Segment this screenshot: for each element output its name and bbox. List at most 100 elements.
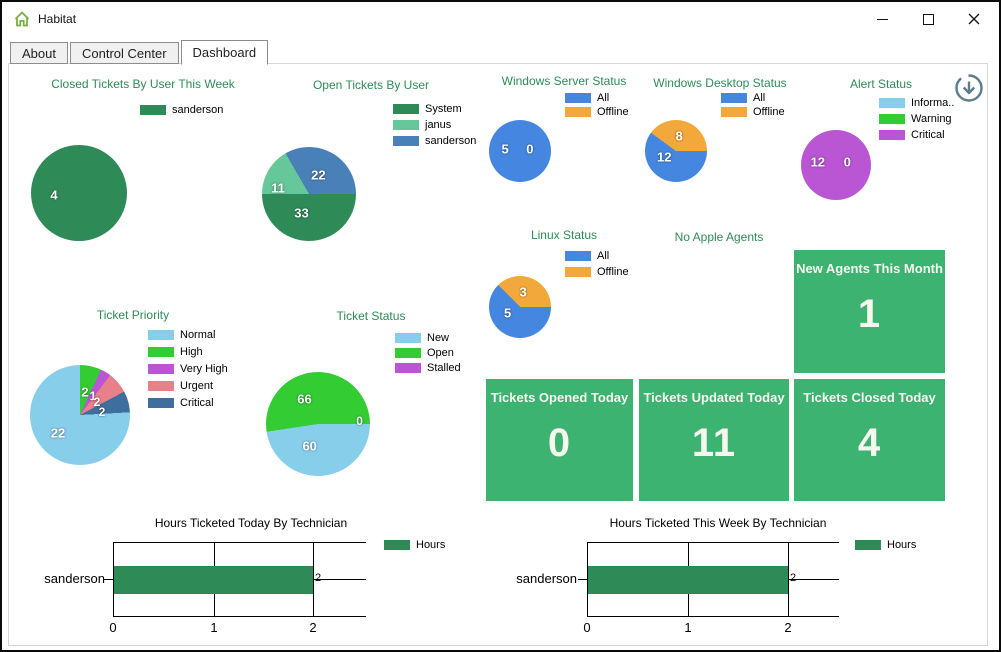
tab-control-center[interactable]: Control Center [69,42,179,64]
tile-value: 11 [691,421,737,465]
linux-status-legend: All Offline [565,248,629,280]
minimize-icon [876,18,888,20]
pie-value: 0 [356,413,363,428]
legend-swatch [395,362,421,373]
legend-item: Stalled [395,360,461,375]
home-icon [14,11,30,27]
open-tickets-legend: System janus sanderson [393,101,476,149]
legend-item: sanderson [140,102,223,118]
tickets-closed-tile: Tickets Closed Today 4 [794,379,945,501]
legend-item: Offline [565,264,629,280]
pie-value: 11 [271,180,285,196]
legend-swatch [565,267,591,277]
pie-value: 22 [311,167,326,183]
legend-swatch [721,93,747,103]
minimize-button[interactable] [859,2,905,36]
legend-label: janus [425,119,452,131]
x-tick-label: 2 [784,620,792,635]
legend-swatch [565,107,591,117]
tab-strip: About Control Center Dashboard [10,39,270,65]
legend-label: All [597,250,610,262]
legend-item: Informa.. [879,95,954,111]
bar-value: 2 [315,572,322,584]
windows-desktop-legend: All Offline [721,91,785,119]
legend-label: Open [427,346,454,359]
windows-server-title: Windows Server Status [501,74,627,88]
new-agents-tile: New Agents This Month 1 [794,250,945,373]
hours-today-legend: Hours [384,539,445,551]
legend-swatch [148,346,174,357]
ticket-priority-title: Ticket Priority [96,308,170,322]
refresh-button[interactable] [953,72,985,104]
close-button[interactable] [951,2,997,36]
x-tick-label: 2 [309,620,317,635]
pie-value: 1 [89,389,97,403]
legend-swatch [395,332,421,343]
legend-item: janus [393,117,476,133]
pie-value: 0 [526,141,534,157]
window-title: Habitat [38,12,77,26]
legend-label: Warning [911,113,952,125]
legend-swatch [148,363,174,374]
tab-about[interactable]: About [10,42,68,64]
legend-swatch [879,98,905,108]
x-tick-label: 1 [210,620,218,635]
tickets-opened-tile: Tickets Opened Today 0 [486,379,633,501]
legend-label: New [427,331,450,344]
legend-swatch [565,251,591,261]
pie-value: 2 [81,384,89,400]
tab-dashboard[interactable]: Dashboard [180,40,269,65]
legend-item: All [565,248,629,264]
title-bar: Habitat [2,2,999,36]
x-tick-label: 0 [583,620,591,635]
closed-tickets-pie: 4 [31,145,127,241]
tickets-updated-tile: Tickets Updated Today 11 [639,379,789,501]
windows-desktop-pie: 8 12 [645,120,707,182]
hours-week-plot: 2 [578,542,839,617]
legend-label: Stalled [427,361,461,374]
ticket-status-title: Ticket Status [336,309,406,323]
ticket-status-pie: 66 0 60 [266,372,370,476]
pie-value: 33 [294,205,309,221]
closed-tickets-legend: sanderson [140,102,223,118]
tile-title: Tickets Closed Today [803,390,936,405]
pie-value: 60 [302,438,317,454]
bar-value: 2 [790,572,797,584]
linux-status-title: Linux Status [530,228,598,242]
hours-bar [588,566,788,594]
alert-status-pie: 12 0 [801,130,871,200]
legend-swatch [879,130,905,140]
legend-swatch [148,329,174,340]
legend-item: Offline [565,105,629,119]
windows-server-legend: All Offline [565,91,629,119]
legend-label: Critical [911,129,945,141]
legend-label: All [753,92,766,104]
legend-swatch [393,104,419,114]
legend-item: Offline [721,105,785,119]
pie-value: 3 [519,284,527,300]
pie-value: 4 [50,187,58,203]
legend-item: Open [395,345,461,360]
category-tick [104,579,114,580]
maximize-button[interactable] [905,2,951,36]
legend-swatch [565,93,591,103]
legend-item: sanderson [393,133,476,149]
hours-today-title: Hours Ticketed Today By Technician [154,516,348,530]
hours-bar [114,566,313,594]
category-label: sanderson [516,571,577,586]
legend-label: sanderson [172,104,224,116]
linux-status-pie: 3 5 [489,276,551,338]
legend-item: System [393,101,476,117]
category-tick [578,579,588,580]
alert-status-title: Alert Status [849,77,913,91]
legend-label: High [180,345,203,358]
legend-item: Critical [879,127,954,143]
legend-item: New [395,330,461,345]
pie-value: 8 [675,128,683,143]
pie-value: 5 [503,305,512,321]
legend-item: Urgent [148,377,228,394]
tile-title: Tickets Opened Today [490,390,629,405]
pie-value: 2 [93,395,101,409]
legend-item: Very High [148,360,228,377]
